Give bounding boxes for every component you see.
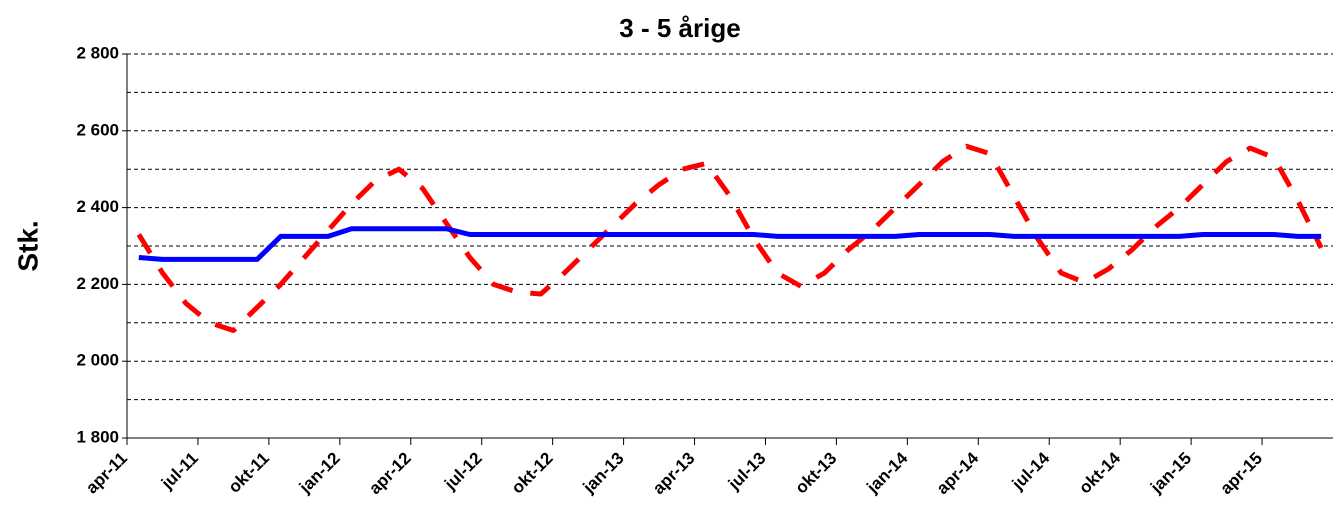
x-tick-label: apr-15 bbox=[1217, 449, 1267, 499]
y-axis-label: Stk. bbox=[12, 220, 43, 271]
y-tick-label: 2 200 bbox=[76, 274, 119, 293]
x-tick-label: jul-14 bbox=[1008, 448, 1054, 494]
x-tick-label: jul-11 bbox=[157, 449, 202, 494]
x-tick-label: jan-14 bbox=[862, 448, 911, 497]
y-tick-label: 2 800 bbox=[76, 43, 119, 62]
chart-title: 3 - 5 årige bbox=[619, 13, 740, 43]
y-tick-label: 1 800 bbox=[76, 427, 119, 446]
x-tick-label: jan-15 bbox=[1146, 449, 1195, 498]
series-line bbox=[138, 226, 1322, 262]
x-tick-label: jul-13 bbox=[724, 449, 770, 495]
x-tick-label: okt-13 bbox=[792, 449, 841, 498]
x-tick-label: apr-13 bbox=[649, 449, 699, 499]
x-tick-label: jan-13 bbox=[579, 449, 628, 498]
x-tick-label: apr-11 bbox=[82, 449, 131, 498]
y-tick-label: 2 400 bbox=[76, 197, 119, 216]
x-tick-label: okt-14 bbox=[1075, 448, 1124, 497]
x-tick-label: jul-12 bbox=[440, 449, 486, 495]
y-tick-label: 2 000 bbox=[76, 351, 119, 370]
x-tick-label: okt-11 bbox=[225, 449, 273, 497]
x-tick-label: okt-12 bbox=[508, 449, 557, 498]
x-tick-label: apr-12 bbox=[365, 449, 415, 499]
x-tick-label: jan-12 bbox=[295, 449, 344, 498]
y-tick-label: 2 600 bbox=[76, 120, 119, 139]
series-line bbox=[136, 143, 1324, 333]
x-tick-label: apr-14 bbox=[933, 448, 983, 498]
